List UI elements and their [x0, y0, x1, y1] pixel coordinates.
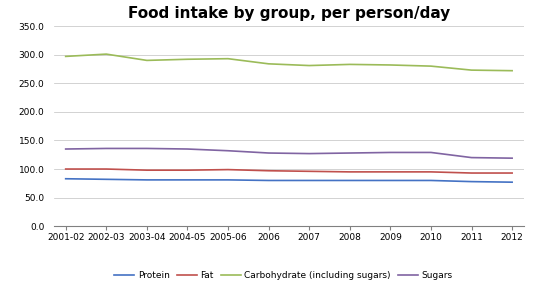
Carbohydrate (including sugars): [265, 62, 272, 66]
Fat: [103, 167, 110, 171]
Protein: [265, 179, 272, 182]
Fat: [347, 170, 353, 174]
Protein: [387, 179, 394, 182]
Fat: [225, 168, 231, 171]
Protein: [225, 178, 231, 182]
Fat: [387, 170, 394, 174]
Line: Sugars: Sugars: [66, 148, 512, 158]
Fat: [428, 170, 434, 174]
Protein: [509, 180, 515, 184]
Carbohydrate (including sugars): [103, 52, 110, 56]
Sugars: [143, 147, 150, 150]
Carbohydrate (including sugars): [184, 57, 190, 61]
Line: Carbohydrate (including sugars): Carbohydrate (including sugars): [66, 54, 512, 71]
Carbohydrate (including sugars): [306, 64, 312, 67]
Carbohydrate (including sugars): [428, 64, 434, 68]
Protein: [63, 177, 69, 180]
Sugars: [387, 151, 394, 154]
Carbohydrate (including sugars): [468, 68, 475, 72]
Carbohydrate (including sugars): [347, 63, 353, 66]
Sugars: [225, 149, 231, 153]
Legend: Protein, Fat, Carbohydrate (including sugars), Sugars: Protein, Fat, Carbohydrate (including su…: [111, 268, 456, 284]
Sugars: [428, 151, 434, 154]
Fat: [306, 170, 312, 173]
Sugars: [184, 147, 190, 151]
Sugars: [265, 151, 272, 155]
Protein: [103, 177, 110, 181]
Protein: [347, 179, 353, 182]
Protein: [428, 179, 434, 182]
Line: Protein: Protein: [66, 179, 512, 182]
Protein: [306, 179, 312, 182]
Fat: [184, 168, 190, 172]
Carbohydrate (including sugars): [509, 69, 515, 72]
Protein: [468, 180, 475, 183]
Carbohydrate (including sugars): [143, 59, 150, 62]
Protein: [184, 178, 190, 182]
Protein: [143, 178, 150, 182]
Carbohydrate (including sugars): [63, 55, 69, 58]
Sugars: [347, 151, 353, 155]
Sugars: [468, 156, 475, 159]
Fat: [143, 168, 150, 172]
Fat: [468, 171, 475, 175]
Fat: [509, 171, 515, 175]
Sugars: [509, 156, 515, 160]
Title: Food intake by group, per person/day: Food intake by group, per person/day: [128, 6, 450, 21]
Line: Fat: Fat: [66, 169, 512, 173]
Carbohydrate (including sugars): [387, 63, 394, 67]
Sugars: [103, 147, 110, 150]
Carbohydrate (including sugars): [225, 57, 231, 60]
Fat: [63, 167, 69, 171]
Sugars: [63, 147, 69, 151]
Fat: [265, 169, 272, 173]
Sugars: [306, 152, 312, 155]
